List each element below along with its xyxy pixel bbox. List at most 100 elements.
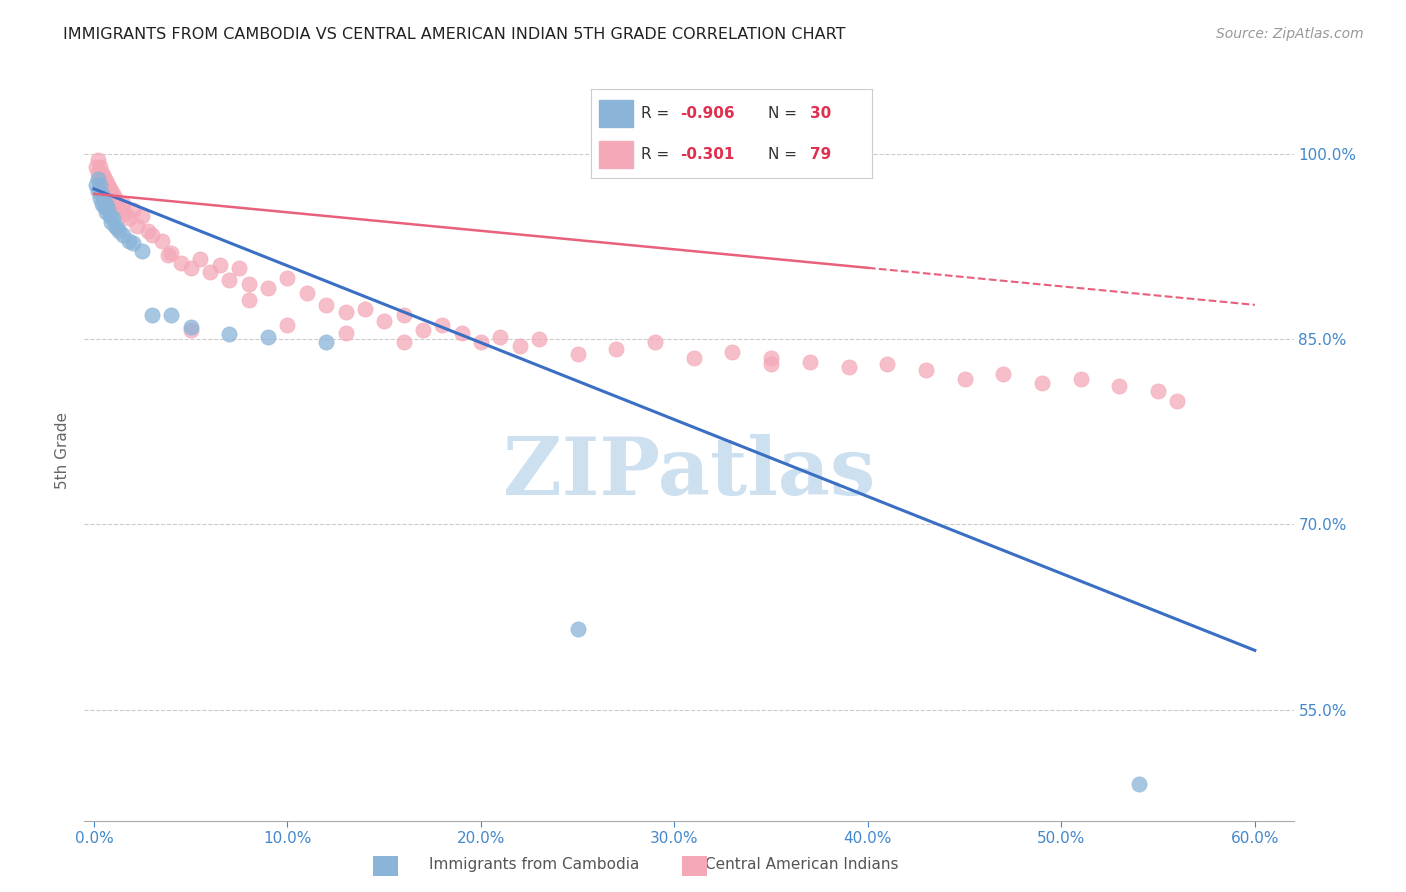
Point xyxy=(1147,384,1170,399)
Point xyxy=(218,273,240,287)
Point xyxy=(335,305,357,319)
Text: ZIPatlas: ZIPatlas xyxy=(503,434,875,512)
Point xyxy=(198,264,221,278)
Text: Source: ZipAtlas.com: Source: ZipAtlas.com xyxy=(1216,27,1364,41)
Point xyxy=(759,351,782,365)
Text: 79: 79 xyxy=(810,147,831,161)
Point xyxy=(489,330,512,344)
Point xyxy=(104,190,127,204)
Point xyxy=(121,236,143,251)
Point xyxy=(799,354,821,368)
Point xyxy=(90,166,112,180)
Point xyxy=(180,320,202,334)
Point xyxy=(567,347,589,361)
Point xyxy=(721,344,744,359)
Point xyxy=(915,363,938,377)
Point xyxy=(94,205,117,219)
Point xyxy=(103,211,125,226)
Point xyxy=(87,185,110,199)
Point xyxy=(1128,777,1150,791)
Point xyxy=(1108,379,1130,393)
Point xyxy=(105,196,128,211)
Point xyxy=(1070,372,1092,386)
Point xyxy=(93,199,115,213)
Point xyxy=(432,318,454,332)
Point xyxy=(150,234,173,248)
Point xyxy=(295,285,318,300)
Point xyxy=(90,196,112,211)
Point xyxy=(84,178,107,193)
Point xyxy=(470,334,492,349)
Text: Immigrants from Cambodia: Immigrants from Cambodia xyxy=(429,857,640,872)
Point xyxy=(392,308,415,322)
Point xyxy=(103,196,125,211)
Point xyxy=(118,234,141,248)
Point xyxy=(110,202,132,217)
Point xyxy=(218,327,240,342)
Point xyxy=(136,224,159,238)
Text: N =: N = xyxy=(768,106,801,120)
Point xyxy=(228,260,250,275)
Point xyxy=(876,357,898,371)
Point xyxy=(118,211,141,226)
Point xyxy=(276,270,298,285)
Point xyxy=(98,182,121,196)
Point xyxy=(87,172,110,186)
Point xyxy=(315,334,337,349)
Point xyxy=(509,338,531,352)
Text: N =: N = xyxy=(768,147,801,161)
Point xyxy=(97,202,120,216)
Text: -0.906: -0.906 xyxy=(681,106,735,120)
Point xyxy=(392,334,415,349)
Point xyxy=(180,322,202,336)
Point xyxy=(98,209,121,223)
Point xyxy=(97,178,120,193)
Point xyxy=(238,277,260,291)
Point xyxy=(103,186,125,201)
Point xyxy=(605,343,627,357)
Text: R =: R = xyxy=(641,106,675,120)
Point xyxy=(170,256,193,270)
Point xyxy=(276,318,298,332)
Point xyxy=(131,209,153,223)
Point xyxy=(567,623,589,637)
Point xyxy=(208,259,231,273)
Point xyxy=(450,326,472,341)
Point xyxy=(100,215,122,229)
Point xyxy=(112,227,135,242)
Point xyxy=(94,196,117,211)
Point xyxy=(131,244,153,258)
Point xyxy=(412,322,434,336)
Y-axis label: 5th Grade: 5th Grade xyxy=(55,412,70,489)
Text: -0.301: -0.301 xyxy=(681,147,735,161)
Text: R =: R = xyxy=(641,147,675,161)
Point xyxy=(1166,394,1188,409)
Point xyxy=(90,186,112,201)
Point xyxy=(373,314,395,328)
Point xyxy=(644,334,666,349)
Point xyxy=(315,298,337,312)
Point xyxy=(89,160,111,174)
Point xyxy=(94,185,117,199)
Point xyxy=(125,219,148,233)
Point xyxy=(104,219,127,233)
Point xyxy=(1031,376,1053,390)
Point xyxy=(354,301,377,316)
Bar xyxy=(599,100,633,127)
Point xyxy=(257,330,280,344)
Point xyxy=(100,185,122,199)
Point xyxy=(141,308,163,322)
Text: IMMIGRANTS FROM CAMBODIA VS CENTRAL AMERICAN INDIAN 5TH GRADE CORRELATION CHART: IMMIGRANTS FROM CAMBODIA VS CENTRAL AMER… xyxy=(63,27,846,42)
Text: 30: 30 xyxy=(810,106,831,120)
Point xyxy=(156,248,179,262)
Point xyxy=(121,202,143,217)
Point xyxy=(257,280,280,294)
Point xyxy=(335,326,357,341)
Point xyxy=(114,206,136,220)
Point xyxy=(89,190,111,204)
Point xyxy=(93,178,115,193)
Point xyxy=(141,227,163,242)
Point xyxy=(90,174,112,188)
Point xyxy=(190,252,212,267)
Point xyxy=(953,372,976,386)
